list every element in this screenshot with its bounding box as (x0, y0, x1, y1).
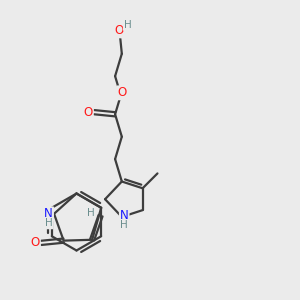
Text: H: H (124, 20, 131, 30)
Text: H: H (87, 208, 95, 218)
Text: N: N (120, 209, 129, 222)
Text: O: O (114, 24, 123, 38)
Text: H: H (45, 218, 52, 228)
Text: H: H (120, 220, 128, 230)
Text: N: N (44, 207, 53, 220)
Text: O: O (31, 236, 40, 249)
Text: O: O (118, 86, 127, 99)
Text: O: O (84, 106, 93, 119)
